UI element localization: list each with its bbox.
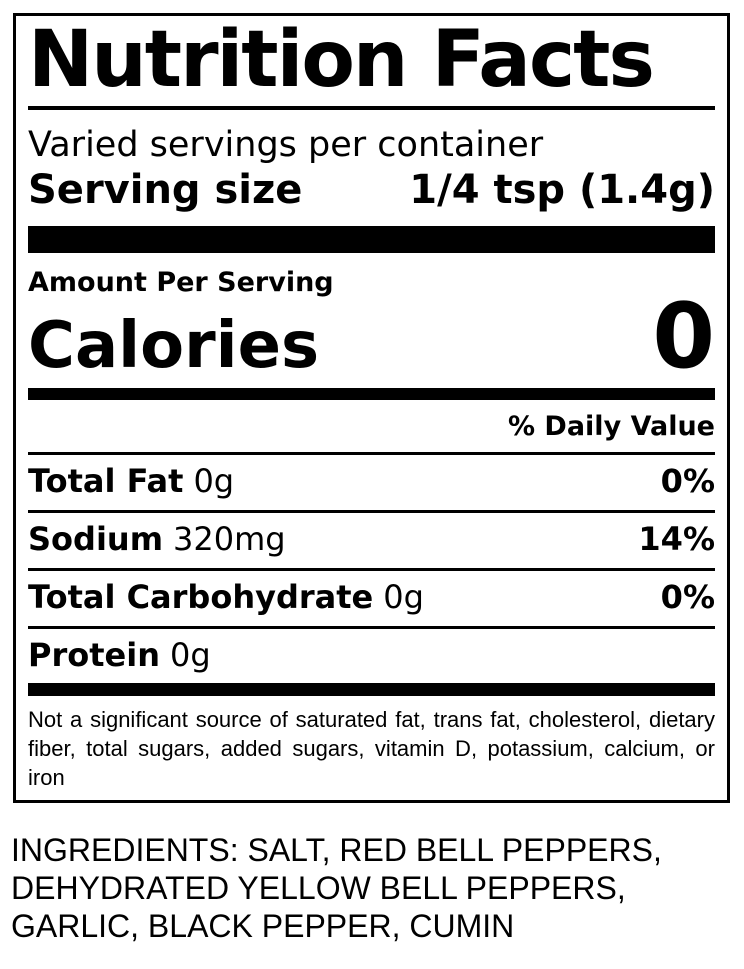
serving-size-label: Serving size [28, 167, 303, 214]
not-significant-source-footnote: Not a significant source of saturated fa… [28, 707, 715, 791]
ingredients-statement: INGREDIENTS: SALT, RED BELL PEPPERS, DEH… [11, 832, 662, 945]
nutrient-daily-value: 0% [660, 462, 715, 501]
thick-separator-bar [28, 226, 715, 254]
nutrition-facts-title: Nutrition Facts [28, 15, 655, 105]
nutrient-name-amount: Total Carbohydrate 0g [28, 579, 424, 616]
serving-size-value: 1/4 tsp (1.4g) [409, 167, 715, 214]
nutrient-amount: 0g [383, 577, 424, 616]
nutrient-name-amount: Total Fat 0g [28, 463, 234, 500]
amount-per-serving-label: Amount Per Serving [28, 267, 334, 299]
nutrient-amount: 0g [193, 462, 235, 501]
calories-label: Calories [28, 309, 320, 384]
title-divider [28, 105, 715, 110]
nutrient-name-amount: Protein 0g [28, 635, 211, 674]
nutrition-facts-panel: Nutrition Facts Varied servings per cont… [13, 13, 730, 804]
calories-row: Calories 0 [28, 284, 715, 390]
nutrient-name: Total Carbohydrate [28, 577, 374, 616]
nutrient-daily-value: 14% [638, 520, 715, 559]
nutrient-name: Protein [28, 635, 160, 674]
nutrient-daily-value: 0% [660, 577, 715, 616]
nutrient-row-total-fat: Total Fat 0g 0% [28, 452, 715, 510]
nutrient-amount: 320mg [173, 520, 286, 559]
servings-per-container: Varied servings per container [28, 124, 544, 165]
nutrient-row-sodium: Sodium 320mg 14% [28, 510, 715, 568]
footer-separator-bar [28, 683, 715, 697]
nutrient-name: Total Fat [28, 462, 184, 501]
nutrient-amount: 0g [169, 635, 211, 674]
medium-separator-bar [28, 387, 715, 400]
calories-value: 0 [652, 284, 715, 390]
serving-size-row: Serving size 1/4 tsp (1.4g) [28, 167, 715, 213]
daily-value-header: % Daily Value [507, 410, 715, 442]
nutrient-name: Sodium [28, 520, 164, 559]
nutrient-name-amount: Sodium 320mg [28, 521, 286, 558]
nutrient-row-protein: Protein 0g [28, 625, 715, 684]
nutrient-row-total-carbohydrate: Total Carbohydrate 0g 0% [28, 567, 715, 626]
